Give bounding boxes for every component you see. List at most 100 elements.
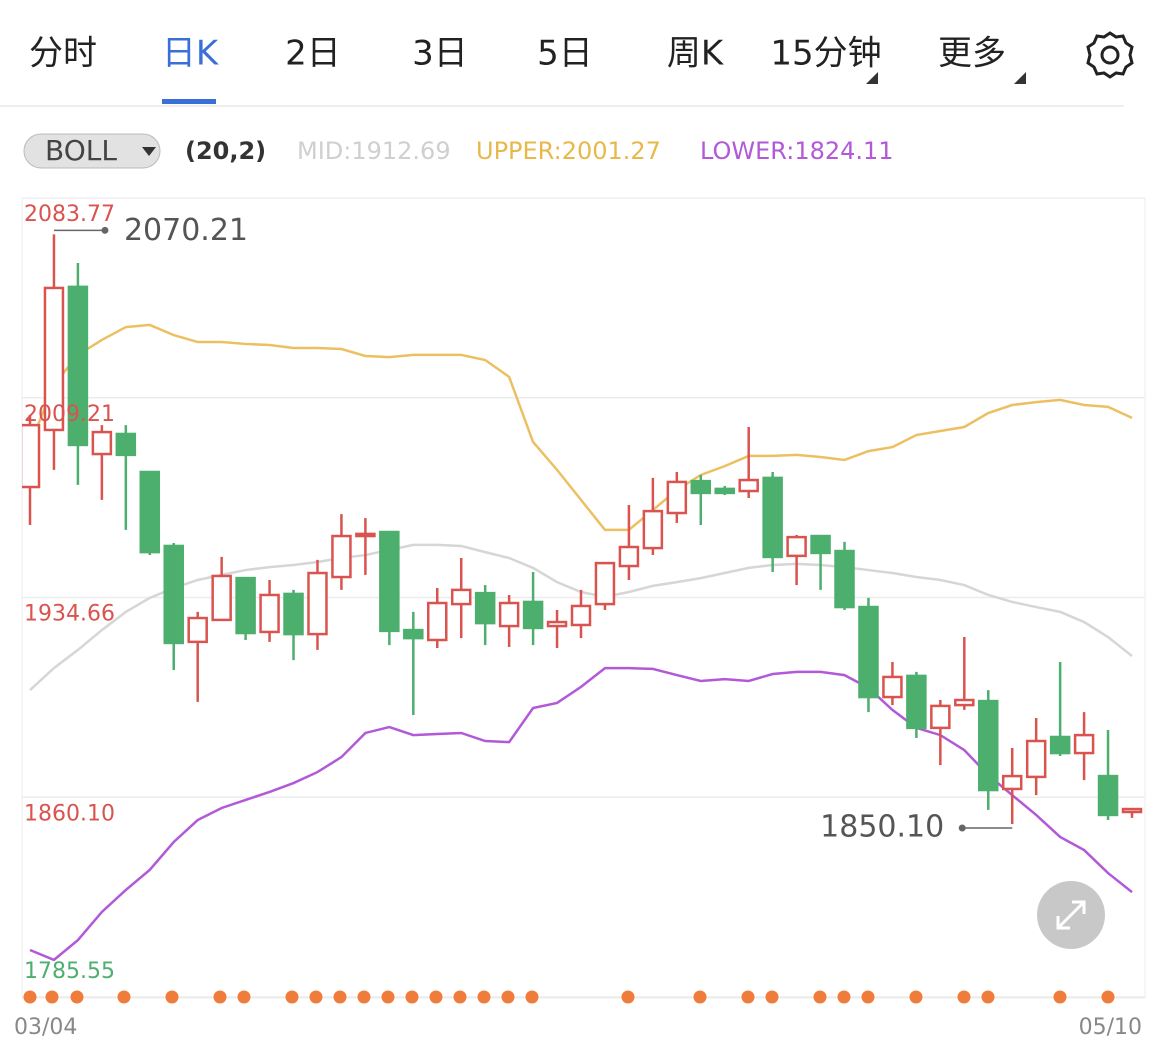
candle-body (403, 628, 424, 640)
y-tick-label: 2009.21 (24, 402, 115, 427)
y-tick-label: 1785.55 (24, 959, 115, 984)
candle-body (1121, 807, 1143, 814)
candle-body (474, 591, 496, 625)
event-dot (765, 990, 779, 1004)
candle-body (906, 674, 927, 730)
dropdown-arrow (866, 72, 878, 84)
candle-body (331, 534, 352, 579)
event-dot (117, 990, 131, 1004)
candle-body (858, 605, 879, 699)
event-dot (621, 990, 635, 1004)
candle-body (211, 574, 232, 622)
event-dot (23, 990, 37, 1004)
candle-body (786, 535, 807, 558)
event-dot (429, 990, 443, 1004)
candle-body (522, 600, 544, 630)
y-tick-label: 1934.66 (24, 602, 115, 627)
event-dot (861, 990, 875, 1004)
event-dot (477, 990, 491, 1004)
tab[interactable]: 更多 (938, 34, 1006, 74)
event-dot (285, 990, 299, 1004)
candle-body (666, 480, 688, 515)
candle-body (810, 534, 831, 555)
event-dot (1053, 990, 1067, 1004)
candle-body (1097, 774, 1119, 817)
candle-body (498, 601, 520, 628)
candle-body (22, 423, 41, 489)
high-dot (101, 226, 109, 234)
event-dot (813, 990, 827, 1004)
tab[interactable]: 5日 (537, 34, 593, 74)
tab[interactable]: 15分钟 (770, 34, 881, 74)
tab[interactable]: 2日 (285, 34, 341, 74)
bollinger-line (28, 323, 1133, 532)
overlay: 1785.55 1860.10 1934.66 2009.21 2083.77 03/04… (14, 202, 1142, 1040)
candle-body (834, 549, 855, 609)
event-dot (333, 990, 347, 1004)
event-dot (381, 990, 395, 1004)
candle-body (283, 592, 304, 636)
dropdown-arrow (1014, 72, 1026, 84)
indicator-bar: BOLL (20,2) MID:1912.69 UPPER:2001.27 LO… (23, 133, 894, 169)
event-dot (957, 990, 971, 1004)
candle-body (546, 620, 568, 628)
candle-body (163, 544, 184, 645)
event-dot (45, 990, 59, 1004)
tab-bar: 分时 日K 2日 3日 5日 周K 15分钟 更多 (29, 31, 1134, 104)
event-dot (70, 990, 84, 1004)
bollinger-line (29, 666, 1133, 962)
event-dot (1101, 990, 1115, 1004)
event-dot (165, 990, 179, 1004)
tab[interactable]: 分时 (29, 34, 97, 74)
candle-body (978, 699, 999, 792)
candle-body (1025, 739, 1047, 779)
candle-body (450, 588, 472, 606)
candle-body (594, 561, 616, 606)
candle-body (355, 532, 376, 538)
event-dot (909, 990, 923, 1004)
low-dot (958, 824, 966, 832)
candle-body (954, 698, 975, 707)
candle-body (1001, 774, 1023, 791)
candle-body (259, 593, 280, 634)
indicator-name: BOLL (45, 134, 117, 167)
candle-body (1073, 733, 1095, 755)
candle-body (235, 576, 256, 635)
y-tick-label: 2083.77 (24, 202, 115, 227)
tab[interactable]: 3日 (412, 34, 468, 74)
event-dot (453, 990, 467, 1004)
candle-body (690, 479, 712, 495)
tab-active[interactable]: 日K (162, 34, 220, 74)
event-dot (981, 990, 995, 1004)
event-dot (309, 990, 323, 1004)
candle-body (930, 704, 951, 730)
indicator-select[interactable] (23, 133, 161, 169)
candle-body (714, 487, 735, 495)
event-dot (501, 990, 515, 1004)
candle-body (43, 286, 65, 432)
upper-value: UPPER:2001.27 (476, 137, 661, 165)
candle-body (882, 675, 903, 699)
event-dot (405, 990, 419, 1004)
event-dot (525, 990, 539, 1004)
candle-body (427, 601, 448, 642)
candle-body (139, 470, 161, 554)
tab-underline (162, 99, 216, 104)
tab[interactable]: 周K (667, 34, 725, 74)
event-dot (213, 990, 227, 1004)
expand-button[interactable] (1037, 881, 1105, 949)
candle-body (1049, 735, 1071, 755)
candle-body (91, 430, 113, 456)
candle-body (762, 476, 783, 559)
candle-body (187, 616, 208, 644)
high-label: 2070.21 (124, 213, 248, 248)
candle-body (570, 604, 592, 627)
x-tick-label: 03/04 (14, 1015, 77, 1040)
candle-body (642, 509, 664, 550)
event-dot (741, 990, 755, 1004)
candle-body (618, 545, 640, 568)
candle-body (115, 432, 137, 457)
settings-icon[interactable] (1086, 31, 1134, 79)
